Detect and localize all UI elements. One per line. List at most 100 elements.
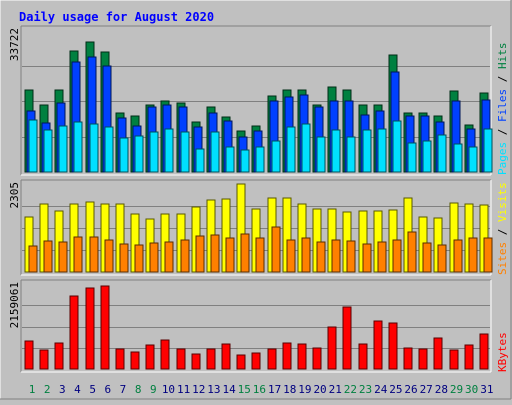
bar-sites-day-20 bbox=[316, 241, 326, 273]
bar-pages-day-24 bbox=[377, 128, 387, 173]
bar-pages-day-23 bbox=[362, 129, 372, 173]
bar-pages-day-1 bbox=[28, 119, 38, 173]
x-tick-label-day-30: 30 bbox=[465, 383, 478, 396]
panel-max-label: 2305 bbox=[8, 182, 21, 209]
x-tick-label-day-4: 4 bbox=[74, 383, 81, 396]
bar-kbytes-day-5 bbox=[85, 287, 95, 370]
bar-sites-day-7 bbox=[119, 243, 129, 273]
bar-pages-day-9 bbox=[149, 131, 159, 173]
bar-kbytes-day-8 bbox=[130, 351, 140, 370]
x-tick-label-day-15: 15 bbox=[238, 383, 251, 396]
x-tick-label-day-23: 23 bbox=[359, 383, 372, 396]
legend-entry-pages: Pages bbox=[496, 142, 509, 175]
bar-kbytes-day-21 bbox=[327, 326, 337, 370]
bar-sites-day-23 bbox=[362, 243, 372, 273]
bar-sites-day-14 bbox=[225, 237, 235, 273]
legend-entry-files: Files bbox=[496, 89, 509, 122]
bar-sites-day-4 bbox=[73, 236, 83, 273]
bar-sites-day-9 bbox=[149, 242, 159, 273]
bar-kbytes-day-4 bbox=[69, 295, 79, 370]
bar-kbytes-day-15 bbox=[236, 354, 246, 370]
x-tick-label-day-18: 18 bbox=[283, 383, 296, 396]
bar-sites-day-6 bbox=[104, 239, 114, 273]
x-tick-label-day-16: 16 bbox=[253, 383, 266, 396]
panel-bars bbox=[24, 285, 489, 370]
x-tick-label-day-1: 1 bbox=[29, 383, 36, 396]
bar-pages-day-25 bbox=[392, 120, 402, 173]
bar-sites-day-5 bbox=[89, 236, 99, 273]
x-tick-label-day-14: 14 bbox=[222, 383, 236, 396]
x-tick-label-day-28: 28 bbox=[435, 383, 448, 396]
legend-text: Sites / Visits bbox=[496, 182, 509, 275]
bar-pages-day-5 bbox=[89, 123, 99, 173]
bar-sites-day-8 bbox=[134, 244, 144, 273]
bar-sites-day-26 bbox=[407, 231, 417, 273]
bar-pages-day-22 bbox=[346, 136, 356, 173]
x-tick-label-day-21: 21 bbox=[329, 383, 342, 396]
bar-sites-day-19 bbox=[301, 237, 311, 273]
legend-entry-sites: Sites bbox=[496, 242, 509, 275]
bar-kbytes-day-7 bbox=[115, 348, 125, 370]
bar-pages-day-29 bbox=[453, 143, 463, 173]
bar-pages-day-12 bbox=[195, 148, 205, 173]
bar-kbytes-day-14 bbox=[221, 343, 231, 370]
bar-sites-day-31 bbox=[483, 237, 493, 273]
bar-kbytes-day-31 bbox=[479, 333, 489, 370]
bar-kbytes-day-9 bbox=[145, 344, 155, 370]
bar-sites-day-24 bbox=[377, 241, 387, 273]
bar-kbytes-day-25 bbox=[388, 322, 398, 370]
bar-pages-day-6 bbox=[104, 126, 114, 173]
bar-sites-day-16 bbox=[255, 237, 265, 273]
legend-entry-hits: Hits bbox=[496, 43, 509, 70]
x-axis-day-labels: 1 2 3 4 5 6 7 8 9 10 11 12 13 14 15 16 17 18 19 20 21 22 23 24 2… bbox=[29, 383, 494, 396]
bar-pages-day-2 bbox=[43, 129, 53, 173]
bar-sites-day-11 bbox=[180, 239, 190, 273]
bar-kbytes-day-28 bbox=[433, 337, 443, 370]
bar-kbytes-day-19 bbox=[297, 343, 307, 370]
x-tick-label-day-12: 12 bbox=[192, 383, 205, 396]
x-tick-label-day-6: 6 bbox=[104, 383, 111, 396]
bar-kbytes-day-13 bbox=[206, 348, 216, 370]
bar-pages-day-4 bbox=[73, 121, 83, 173]
chart-title: Daily usage for August 2020 bbox=[19, 10, 214, 24]
bar-pages-day-7 bbox=[119, 137, 129, 173]
bar-kbytes-day-17 bbox=[267, 348, 277, 370]
bar-sites-day-18 bbox=[286, 239, 296, 273]
x-tick-label-day-3: 3 bbox=[59, 383, 66, 396]
bar-pages-day-11 bbox=[180, 131, 190, 173]
x-tick-label-day-25: 25 bbox=[389, 383, 402, 396]
bar-kbytes-day-2 bbox=[39, 349, 49, 370]
bar-pages-day-30 bbox=[468, 146, 478, 173]
legend-entry-visits: Visits bbox=[496, 182, 509, 222]
bar-kbytes-day-20 bbox=[312, 347, 322, 370]
bar-sites-day-25 bbox=[392, 239, 402, 273]
x-tick-label-day-11: 11 bbox=[177, 383, 190, 396]
x-tick-label-day-13: 13 bbox=[207, 383, 220, 396]
x-tick-label-day-2: 2 bbox=[44, 383, 51, 396]
x-tick-label-day-19: 19 bbox=[298, 383, 311, 396]
bar-sites-day-21 bbox=[331, 239, 341, 273]
bar-pages-day-31 bbox=[483, 128, 493, 173]
bar-sites-day-30 bbox=[468, 237, 478, 273]
bar-sites-day-22 bbox=[346, 240, 356, 273]
x-tick-label-day-10: 10 bbox=[162, 383, 175, 396]
panel-visits-sites: 2305 Sites / Visits bbox=[8, 179, 509, 276]
bar-kbytes-day-12 bbox=[191, 353, 201, 370]
bar-pages-day-10 bbox=[164, 128, 174, 173]
bar-kbytes-day-18 bbox=[282, 342, 292, 370]
bar-sites-day-12 bbox=[195, 235, 205, 273]
bar-kbytes-day-6 bbox=[100, 285, 110, 370]
bar-sites-day-13 bbox=[210, 234, 220, 273]
bar-sites-day-1 bbox=[28, 245, 38, 273]
x-tick-label-day-9: 9 bbox=[150, 383, 157, 396]
x-tick-label-day-17: 17 bbox=[268, 383, 281, 396]
bar-pages-day-3 bbox=[58, 125, 68, 173]
bar-pages-day-8 bbox=[134, 135, 144, 173]
panel-kbytes: 2159061 KBytes bbox=[8, 279, 509, 373]
legend-separator: / bbox=[496, 222, 509, 242]
bar-sites-day-10 bbox=[164, 241, 174, 273]
bar-pages-day-16 bbox=[255, 146, 265, 173]
x-tick-label-day-20: 20 bbox=[313, 383, 326, 396]
bar-pages-day-13 bbox=[210, 131, 220, 173]
